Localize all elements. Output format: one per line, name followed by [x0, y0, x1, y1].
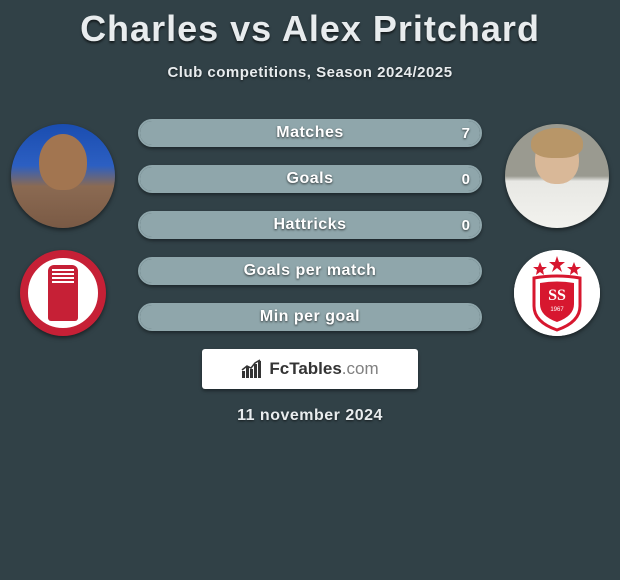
page-subtitle: Club competitions, Season 2024/2025	[0, 64, 620, 81]
club-right-crest-icon: SS 1967	[514, 250, 600, 336]
player-left-avatar	[11, 124, 115, 228]
stat-bar-goals-per-match: Goals per match	[138, 257, 482, 285]
stat-bar-goals: Goals 0	[138, 165, 482, 193]
stat-bar-min-per-goal: Min per goal	[138, 303, 482, 331]
club-left-tower-icon	[48, 265, 78, 321]
branding-name-strong: FcTables	[269, 359, 341, 378]
stat-bar-matches: Matches 7	[138, 119, 482, 147]
stat-value-right: 0	[462, 167, 470, 191]
stats-bars: Matches 7 Goals 0 Hattricks 0 Goals per …	[138, 119, 482, 331]
left-player-column	[8, 124, 118, 336]
svg-text:SS: SS	[548, 287, 566, 304]
branding-badge: FcTables.com	[202, 349, 418, 389]
stat-label: Goals per match	[140, 259, 480, 283]
branding-name-light: .com	[342, 359, 379, 378]
stat-label: Goals	[140, 167, 480, 191]
club-right-badge: SS 1967	[514, 250, 600, 336]
stat-label: Min per goal	[140, 305, 480, 329]
right-player-column: SS 1967	[502, 124, 612, 336]
stat-value-right: 0	[462, 213, 470, 237]
stat-label: Matches	[140, 121, 480, 145]
page-title: Charles vs Alex Pritchard	[0, 0, 620, 50]
branding-bars-icon	[241, 359, 263, 379]
footer-date: 11 november 2024	[0, 407, 620, 425]
stat-bar-hattricks: Hattricks 0	[138, 211, 482, 239]
stat-value-right: 7	[462, 121, 470, 145]
player-right-avatar	[505, 124, 609, 228]
svg-text:1967: 1967	[550, 307, 564, 313]
branding-text: FcTables.com	[269, 359, 378, 379]
stat-label: Hattricks	[140, 213, 480, 237]
club-left-badge	[20, 250, 106, 336]
